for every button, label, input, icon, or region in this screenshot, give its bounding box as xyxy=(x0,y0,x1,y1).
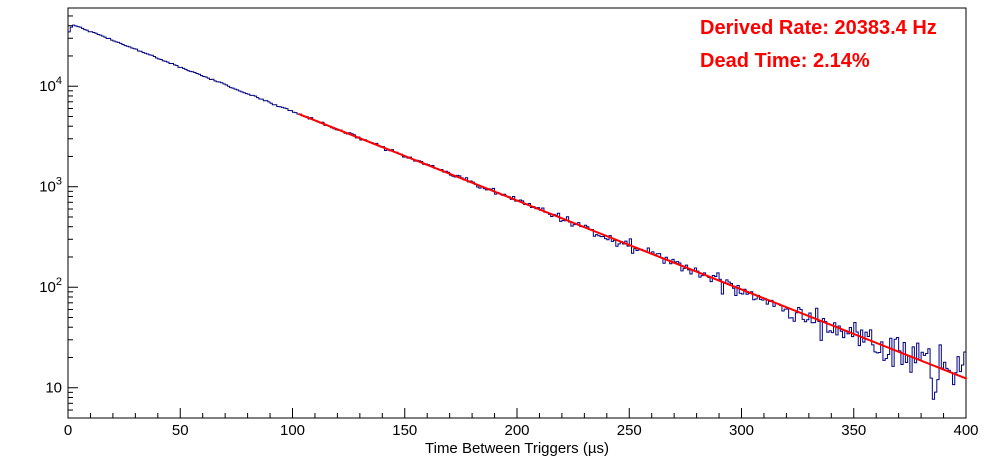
x-tick-label: 150 xyxy=(392,422,417,439)
x-tick-label: 300 xyxy=(729,422,754,439)
y-tick-label: 103 xyxy=(39,176,62,196)
y-axis: 10 102 103 104 xyxy=(39,7,78,419)
x-tick-label: 400 xyxy=(953,422,978,439)
x-tick-label: 0 xyxy=(64,422,72,439)
x-tick-label: 350 xyxy=(841,422,866,439)
x-axis: 0 50 100 150 200 250 300 350 400 xyxy=(64,408,979,439)
x-axis-title: Time Between Triggers (µs) xyxy=(425,440,609,457)
dead-time-text: Dead Time: 2.14% xyxy=(700,50,870,72)
y-tick-label: 102 xyxy=(39,276,62,296)
y-tick-label: 10 xyxy=(45,380,62,397)
x-tick-label: 200 xyxy=(504,422,529,439)
x-tick-label: 50 xyxy=(172,422,189,439)
derived-rate-text: Derived Rate: 20383.4 Hz xyxy=(700,17,937,39)
x-tick-label: 100 xyxy=(280,422,305,439)
fit-line xyxy=(298,113,967,380)
histogram-series xyxy=(68,24,966,400)
y-tick-label: 104 xyxy=(39,75,62,95)
x-tick-label: 250 xyxy=(617,422,642,439)
stats-box: Derived Rate: 20383.4 Hz Dead Time: 2.14… xyxy=(700,12,937,78)
